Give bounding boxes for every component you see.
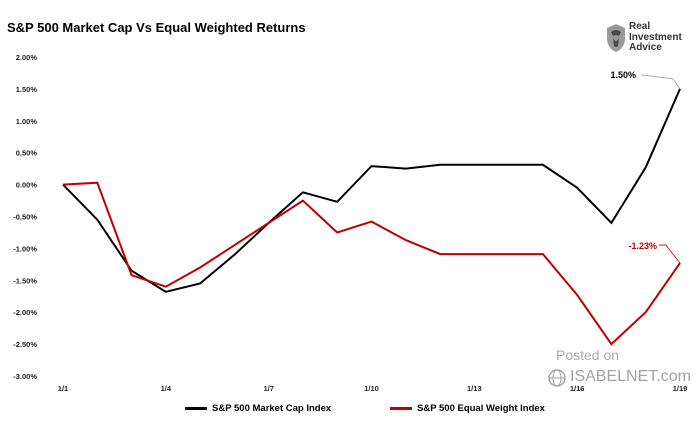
globe-icon: [548, 369, 566, 387]
annotation-leader-market-cap: [640, 74, 681, 90]
brand-name: Real Investment Advice: [629, 21, 682, 54]
brand-line-1: Real: [629, 21, 651, 32]
brand-line-3: Advice: [629, 42, 662, 53]
y-tick-label: 0.50%: [16, 149, 38, 158]
y-tick-label: -1.50%: [13, 276, 37, 285]
legend-swatch-equal-weight: [390, 407, 412, 410]
y-tick-label: -2.50%: [13, 340, 37, 349]
y-tick-label: -1.00%: [13, 244, 37, 253]
y-tick-label: -2.00%: [13, 308, 37, 317]
eagle-logo-icon: [607, 24, 625, 52]
x-tick-label: 1/13: [467, 384, 482, 393]
y-tick-label: 1.00%: [16, 117, 38, 126]
watermark-site: ISABELNET.com: [570, 368, 691, 385]
chart-legend: S&P 500 Market Cap Index S&P 500 Equal W…: [0, 399, 700, 419]
y-tick-label: 1.50%: [16, 85, 38, 94]
x-tick-label: 1/16: [570, 384, 585, 393]
series-line-1: [62, 181, 681, 346]
end-label-market-cap: 1.50%: [610, 70, 636, 80]
chart-title: S&P 500 Market Cap Vs Equal Weighted Ret…: [7, 20, 306, 35]
end-label-equal-weight: -1.23%: [628, 241, 657, 251]
x-tick-label: 1/19: [673, 384, 688, 393]
watermark-posted-on: Posted on: [556, 347, 620, 363]
y-tick-label: -0.50%: [13, 213, 37, 222]
x-tick-label: 1/4: [161, 384, 172, 393]
legend-label-equal-weight: S&P 500 Equal Weight Index: [417, 403, 545, 414]
annotation-leader-equal-weight: [659, 244, 681, 264]
x-tick-label: 1/7: [263, 384, 273, 393]
watermark: Posted on ISABELNET.com: [548, 347, 691, 395]
brand-logo-block: Real Investment Advice: [605, 18, 695, 58]
legend-label-market-cap: S&P 500 Market Cap Index: [212, 403, 332, 414]
y-tick-label: -3.00%: [13, 372, 37, 381]
legend-item-market-cap: S&P 500 Market Cap Index: [185, 403, 331, 414]
y-tick-label: 2.00%: [16, 53, 38, 62]
brand-line-2: Investment: [629, 31, 682, 43]
series-line-0: [62, 88, 681, 293]
y-tick-label: 0.00%: [16, 181, 38, 190]
x-tick-label: 1/10: [364, 384, 379, 393]
legend-swatch-market-cap: [185, 407, 207, 410]
x-tick-label: 1/1: [58, 384, 68, 393]
legend-item-equal-weight: S&P 500 Equal Weight Index: [390, 403, 545, 414]
